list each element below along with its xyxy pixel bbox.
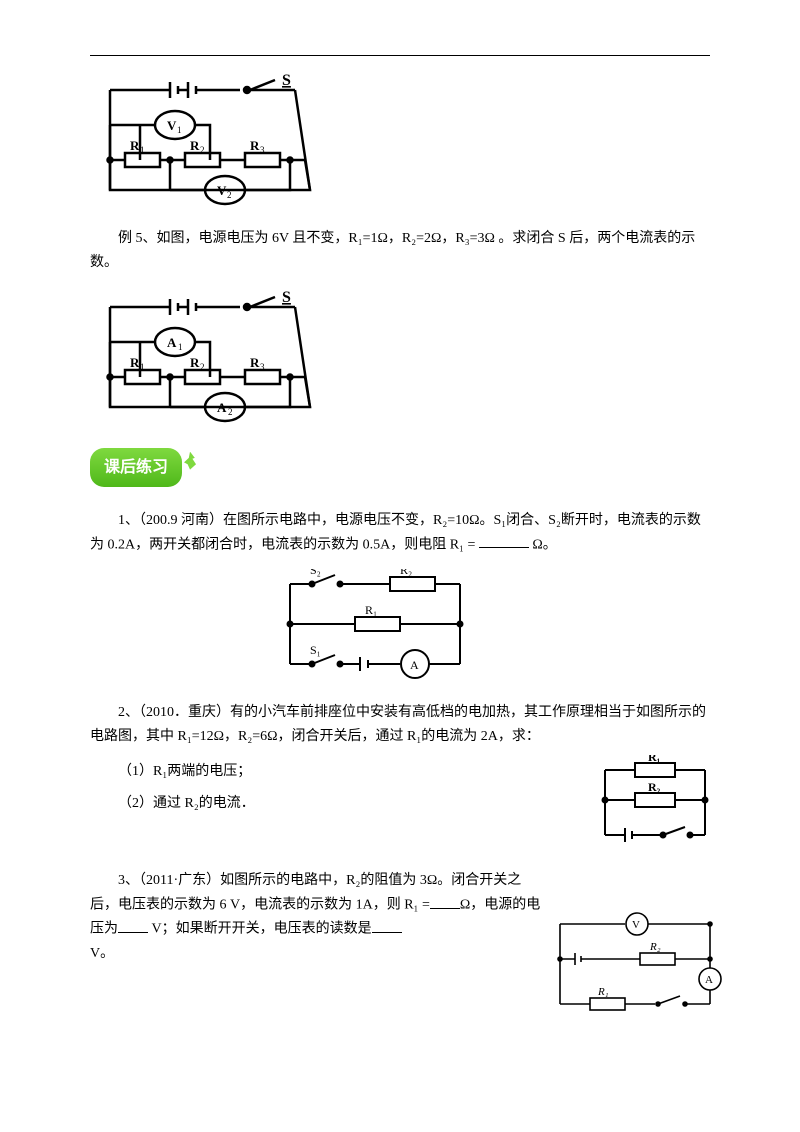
svg-text:R₁: R₁: [648, 755, 661, 764]
svg-text:A: A: [705, 974, 713, 986]
svg-text:R: R: [250, 138, 260, 153]
q1-circuit: S₂ R₂ R₁ A S₁: [90, 569, 710, 689]
q3-circuit: V R₂ A R₁: [545, 909, 730, 1019]
svg-text:V: V: [217, 183, 227, 198]
svg-text:R: R: [190, 138, 200, 153]
q3-d: V。: [90, 946, 114, 961]
circuit-diagram-1: S V1 R1 R2 R3 V2: [100, 70, 710, 215]
circuit-diagram-2: S A1 R1 R2 R3 A2: [100, 287, 710, 432]
q1-blank: [479, 533, 529, 548]
svg-text:2: 2: [228, 407, 233, 417]
q3-blank3: [372, 917, 402, 932]
svg-text:R₁: R₁: [597, 986, 609, 998]
svg-text:A: A: [167, 335, 177, 350]
svg-text:2: 2: [200, 145, 205, 155]
svg-text:R₁: R₁: [365, 603, 377, 617]
svg-text:S: S: [282, 72, 291, 89]
svg-text:S₂: S₂: [310, 569, 321, 577]
svg-text:R: R: [130, 355, 140, 370]
svg-text:2: 2: [200, 362, 205, 372]
example5-text: 例 5、如图，电源电压为 6V 且不变，R₁=1Ω，R₂=2Ω，R₃=3Ω 。求…: [90, 227, 710, 275]
q3-blank1: [430, 893, 460, 908]
svg-text:R: R: [190, 355, 200, 370]
q3-text: 3、（2011·广东）如图所示的电路中，R₂的阻值为 3Ω。闭合开关之后，电压表…: [90, 869, 560, 965]
svg-text:A: A: [410, 658, 419, 672]
practice-badge: 课后练习: [90, 448, 182, 487]
q1-text-b: Ω。: [529, 537, 557, 552]
svg-text:S₁: S₁: [310, 643, 321, 657]
q2-text: 2、（2010．重庆）有的小汽车前排座位中安装有高低档的电加热，其工作原理相当于…: [90, 701, 710, 749]
svg-text:3: 3: [260, 362, 265, 372]
q1-text: 1、（200.9 河南）在图所示电路中，电源电压不变，R₂=10Ω。S₁闭合、S…: [90, 509, 710, 557]
q2-circuit: R₁ R₂: [590, 755, 720, 855]
svg-text:1: 1: [140, 362, 145, 372]
svg-text:R: R: [130, 138, 140, 153]
svg-text:S: S: [282, 289, 291, 306]
header-rule: [90, 55, 710, 56]
svg-text:R: R: [250, 355, 260, 370]
svg-text:R₂: R₂: [400, 569, 412, 577]
q3-blank2: [118, 917, 148, 932]
q1-text-a: 1、（200.9 河南）在图所示电路中，电源电压不变，R₂=10Ω。S₁闭合、S…: [90, 513, 701, 552]
q3-c: V；如果断开开关，电压表的读数是: [148, 922, 372, 937]
svg-text:1: 1: [140, 145, 145, 155]
svg-text:R₂: R₂: [649, 941, 661, 953]
svg-text:1: 1: [178, 342, 183, 352]
svg-text:A: A: [217, 400, 227, 415]
svg-text:1: 1: [177, 125, 182, 135]
svg-text:2: 2: [227, 190, 232, 200]
svg-text:V: V: [167, 118, 177, 133]
svg-text:3: 3: [260, 145, 265, 155]
svg-text:V: V: [632, 919, 640, 931]
svg-text:R₂: R₂: [648, 780, 661, 794]
